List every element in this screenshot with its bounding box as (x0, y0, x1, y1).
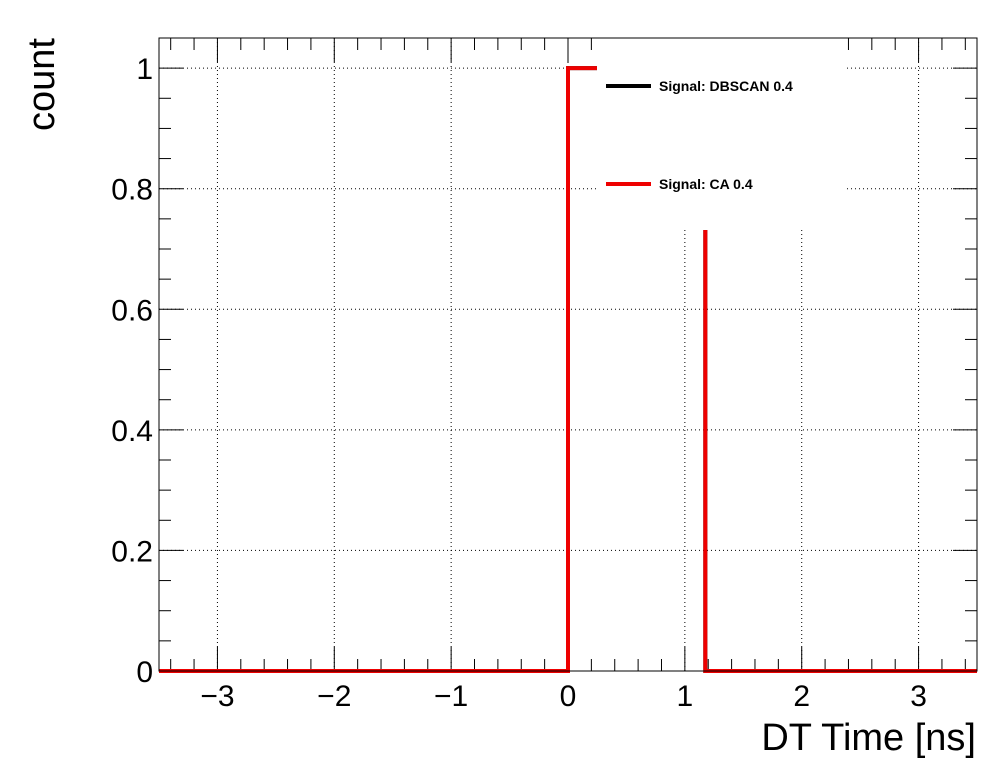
y-tick-label: 0.6 (111, 294, 153, 327)
x-axis-label: DT Time [ns] (761, 717, 976, 759)
y-axis-label: count (21, 38, 63, 131)
legend: Signal: DBSCAN 0.4 Signal: CA 0.4 (597, 34, 845, 230)
tick-labels: −3 −2 −1 0 1 2 3 0 0.2 0.4 0.6 0.8 1 (111, 53, 927, 713)
x-tick-label: 2 (793, 680, 810, 713)
x-tick-label: −1 (434, 680, 468, 713)
x-tick-label: −3 (200, 680, 234, 713)
legend-box (597, 34, 845, 230)
plot-frame (158, 37, 978, 672)
x-tick-label: 3 (910, 680, 927, 713)
legend-label-0: Signal: DBSCAN 0.4 (659, 78, 793, 94)
x-tick-label: 0 (560, 680, 577, 713)
x-tick-label: −2 (317, 680, 351, 713)
y-tick-label: 0.8 (111, 174, 153, 207)
x-tick-label: 1 (677, 680, 694, 713)
y-tick-label: 0.2 (111, 535, 153, 568)
legend-label-1: Signal: CA 0.4 (659, 176, 753, 192)
y-tick-label: 0.4 (111, 415, 153, 448)
y-tick-label: 0 (136, 656, 153, 689)
y-tick-label: 1 (136, 53, 153, 86)
